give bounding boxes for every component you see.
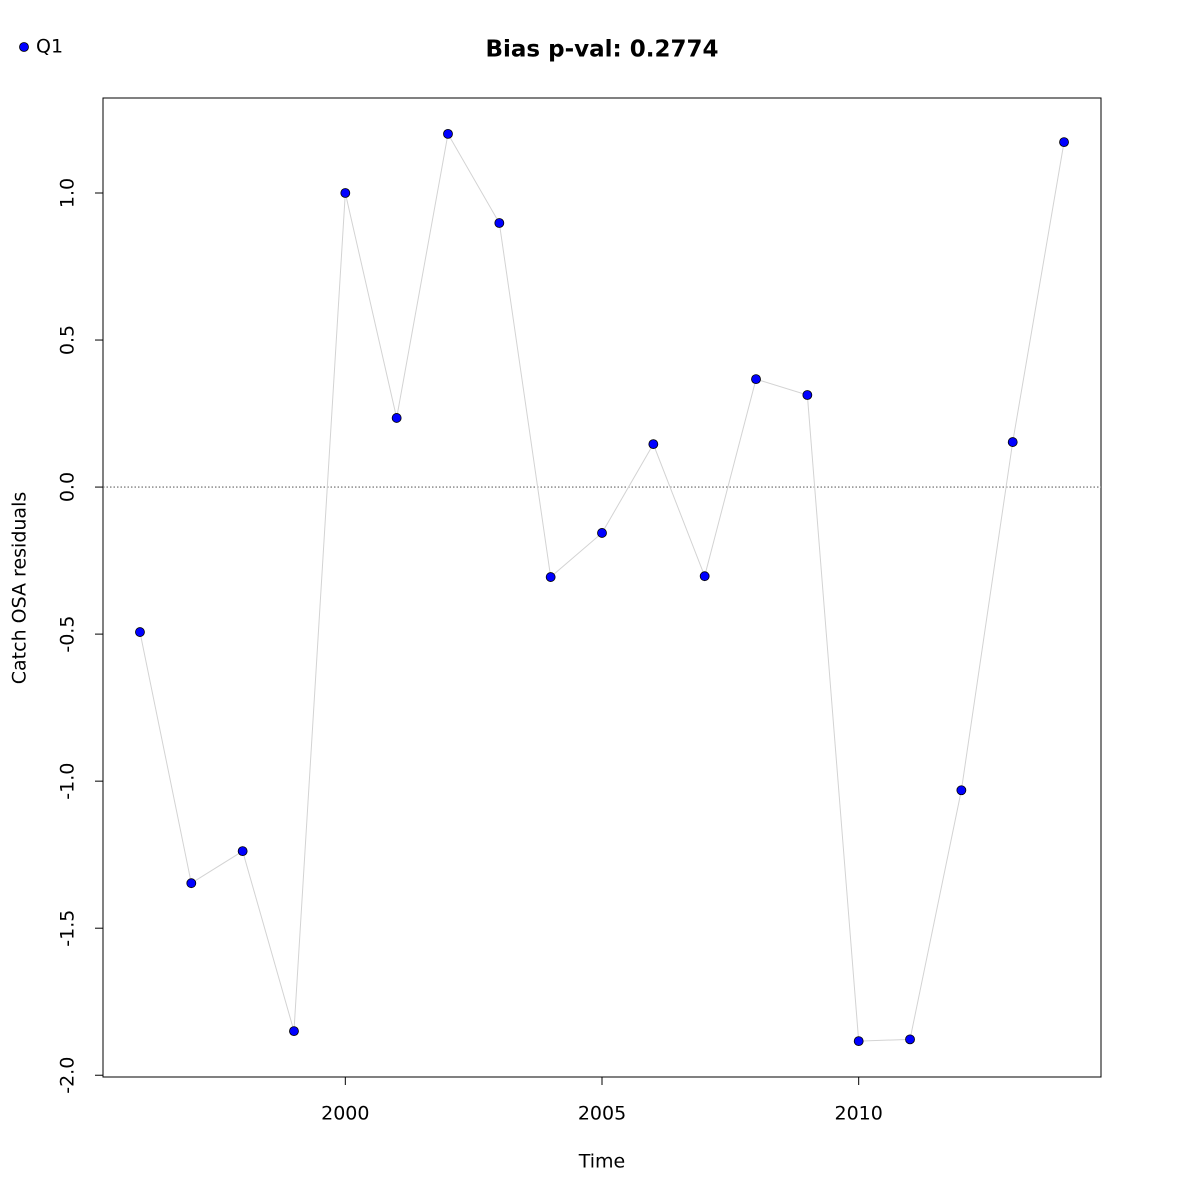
data-point — [802, 390, 813, 400]
data-point — [391, 413, 402, 423]
data-point — [1059, 137, 1069, 148]
data-point — [186, 878, 197, 889]
y-tick-label: -2.0 — [57, 1057, 79, 1094]
data-point — [494, 218, 505, 228]
plot-frame — [102, 97, 1102, 1078]
data-point — [648, 439, 659, 450]
data-point — [135, 627, 145, 637]
x-tick-label: 2010 — [835, 1103, 883, 1125]
data-point — [853, 1036, 864, 1047]
legend-label: Q1 — [36, 36, 63, 58]
x-tick-label: 2000 — [321, 1103, 369, 1125]
x-tick-label: 2005 — [578, 1103, 626, 1125]
data-point — [751, 374, 761, 385]
chart-title: Bias p-val: 0.2774 — [486, 37, 719, 63]
y-axis-label: Catch OSA residuals — [9, 492, 31, 684]
data-point — [699, 571, 710, 582]
data-point — [1007, 437, 1018, 447]
y-tick-label: -0.5 — [57, 616, 79, 653]
x-axis-label: Time — [578, 1151, 626, 1173]
data-point — [340, 188, 351, 198]
y-tick-label: 0.0 — [57, 472, 79, 502]
legend-marker — [19, 42, 29, 52]
data-point — [956, 785, 967, 796]
y-tick-label: -1.5 — [57, 910, 79, 947]
data-point — [905, 1034, 915, 1045]
data-point — [597, 528, 607, 538]
y-tick-label: -1.0 — [57, 763, 79, 800]
data-point — [289, 1026, 299, 1037]
y-tick-label: 0.5 — [57, 325, 79, 355]
data-point — [237, 846, 248, 857]
data-point — [443, 128, 453, 139]
data-point — [545, 572, 556, 582]
y-tick-label: 1.0 — [57, 178, 79, 208]
series-line — [139, 132, 1065, 1042]
